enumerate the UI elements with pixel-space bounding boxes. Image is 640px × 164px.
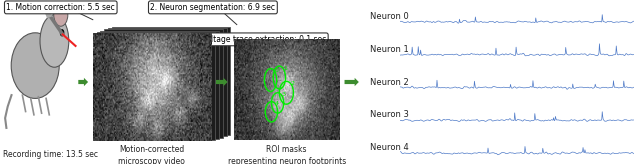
FancyBboxPatch shape <box>112 27 230 135</box>
Text: 2: 2 <box>291 81 294 86</box>
FancyBboxPatch shape <box>108 28 227 136</box>
Text: Motion-corrected
microscopy video: Motion-corrected microscopy video <box>118 145 185 164</box>
FancyBboxPatch shape <box>100 31 219 139</box>
Text: ROI masks
representing neuron footprints: ROI masks representing neuron footprints <box>228 145 346 164</box>
Ellipse shape <box>60 30 64 36</box>
Text: Neuron 3: Neuron 3 <box>370 110 409 119</box>
FancyBboxPatch shape <box>97 32 215 140</box>
FancyBboxPatch shape <box>104 29 223 138</box>
Text: 0: 0 <box>275 68 278 73</box>
Text: Neuron 2: Neuron 2 <box>370 78 409 86</box>
Text: 3. Voltage trace extraction: 0.1 sec: 3. Voltage trace extraction: 0.1 sec <box>192 35 326 44</box>
Text: 1: 1 <box>283 66 287 71</box>
Text: Recording time: 13.5 sec: Recording time: 13.5 sec <box>3 150 98 159</box>
Text: Neuron 4: Neuron 4 <box>370 143 409 152</box>
Ellipse shape <box>40 15 69 67</box>
Text: 2. Neuron segmentation: 6.9 sec: 2. Neuron segmentation: 6.9 sec <box>150 3 275 12</box>
Text: Neuron 1: Neuron 1 <box>370 45 409 54</box>
Text: 3: 3 <box>282 92 285 97</box>
Text: 4: 4 <box>275 101 279 106</box>
Text: Neuron 0: Neuron 0 <box>370 12 409 21</box>
Text: 1. Motion correction: 5.5 sec: 1. Motion correction: 5.5 sec <box>6 3 115 12</box>
Ellipse shape <box>54 3 68 26</box>
Ellipse shape <box>12 33 60 98</box>
